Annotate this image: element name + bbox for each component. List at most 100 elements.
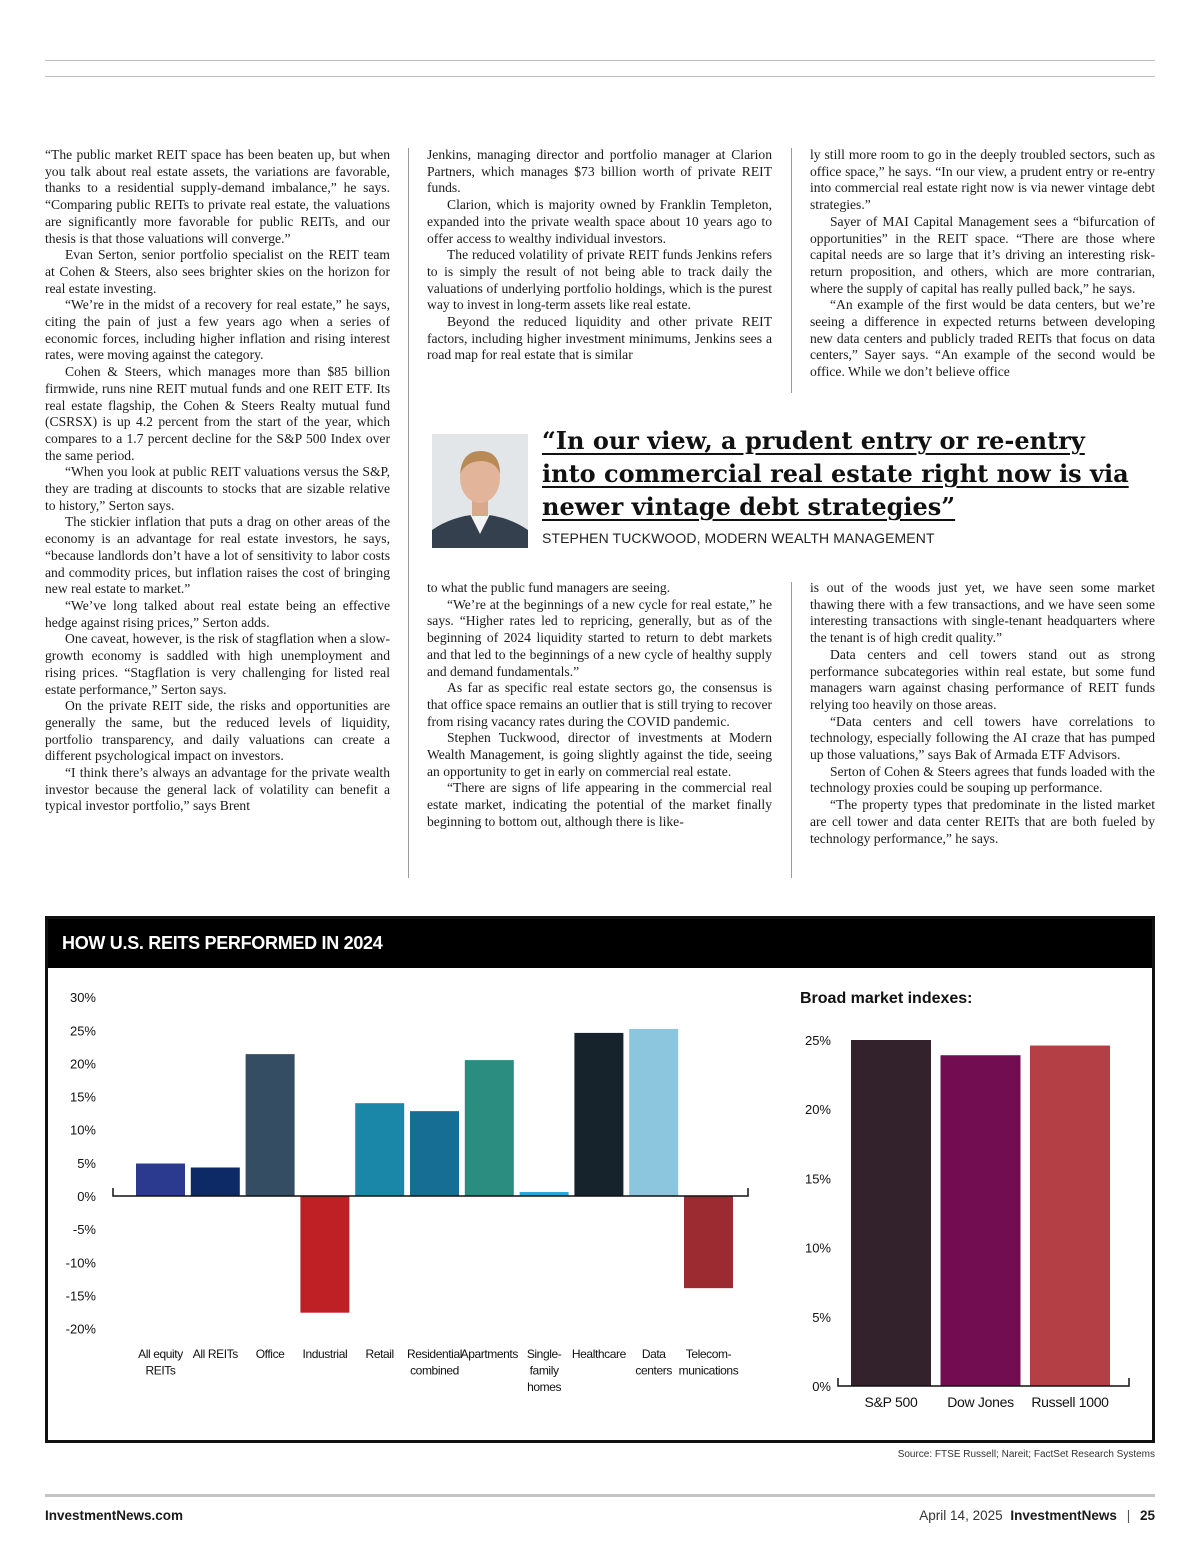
bar-industrial	[300, 1196, 350, 1313]
column-divider	[408, 148, 409, 878]
article-paragraph: The stickier inflation that puts a drag …	[45, 514, 390, 597]
y-tick-label: 15%	[805, 1171, 831, 1186]
article-paragraph: Clarion, which is majority owned by Fran…	[427, 197, 772, 246]
bar-dow-jones	[940, 1055, 1021, 1386]
x-category-label: Healthcare	[572, 1347, 627, 1361]
article-paragraph: Evan Serton, senior portfolio specialist…	[45, 247, 390, 296]
article-paragraph: One caveat, however, is the risk of stag…	[45, 631, 390, 697]
bar-data-centers	[629, 1028, 679, 1196]
y-tick-label: 15%	[70, 1090, 96, 1105]
x-category-label: Single-	[527, 1347, 562, 1361]
chart-source: Source: FTSE Russell; Nareit; FactSet Re…	[897, 1449, 1155, 1460]
bar-all-equity-reits	[136, 1163, 185, 1196]
header-rule-top	[45, 60, 1155, 61]
x-category-label: S&P 500	[865, 1394, 918, 1410]
x-category-label: All equity	[138, 1347, 183, 1361]
page-number: 25	[1139, 1508, 1155, 1523]
y-tick-label: 0%	[77, 1189, 96, 1204]
article-paragraph: is out of the woods just yet, we have se…	[810, 580, 1155, 646]
article-column-1: “The public market REIT space has been b…	[45, 147, 390, 815]
y-tick-label: 5%	[77, 1156, 96, 1171]
y-tick-label: -10%	[66, 1255, 97, 1270]
article-paragraph: to what the public fund managers are see…	[427, 580, 671, 595]
headshot-photo	[432, 434, 528, 548]
footer-website: InvestmentNews.com	[45, 1508, 184, 1523]
bar-residential-combined	[410, 1111, 459, 1196]
article-paragraph: “We’re at the beginnings of a new cycle …	[427, 596, 772, 679]
bar-single-family-homes	[519, 1192, 569, 1196]
article-paragraph: “We’ve long talked about real estate bei…	[45, 597, 390, 630]
y-tick-label: 25%	[70, 1023, 96, 1038]
footer-right: April 14, 2025 InvestmentNews | 25	[919, 1508, 1155, 1523]
article-paragraph: “The public market REIT space has been b…	[45, 147, 390, 246]
article-paragraph: “I think there’s always an advantage for…	[45, 765, 390, 814]
x-category-label: REITs	[145, 1364, 175, 1378]
bar-telecommunications	[684, 1196, 733, 1289]
y-tick-label: 20%	[70, 1056, 96, 1071]
chart-header: HOW U.S. REITS PERFORMED IN 2024	[48, 919, 1152, 968]
x-category-label: centers	[635, 1364, 672, 1378]
index-bar-chart: Broad market indexes: 25% 20% 15% 10% 5% 0% S&P…	[800, 990, 1130, 1410]
bar-all-reits	[190, 1167, 240, 1196]
bar-retail	[355, 1103, 405, 1196]
article-paragraph: “Data centers and cell towers have corre…	[810, 713, 1155, 763]
article-column-2-top: Jenkins, managing director and portfolio…	[427, 147, 772, 364]
bar-healthcare	[574, 1032, 624, 1196]
pull-quote: “In our view, a prudent entry or re-entr…	[432, 420, 1162, 570]
reit-performance-chart: HOW U.S. REITS PERFORMED IN 2024 30% 25% 2…	[45, 916, 1155, 1443]
footer-date: April 14, 2025	[919, 1508, 1003, 1523]
footer-separator: |	[1126, 1508, 1131, 1523]
sub-chart-title: Broad market indexes:	[800, 990, 973, 1007]
article-paragraph: “The property types that predominate in …	[810, 797, 1155, 846]
pull-quote-text: “In our view, a prudent entry or re-entr…	[542, 426, 1129, 521]
chart-title: HOW U.S. REITS PERFORMED IN 2024	[62, 933, 383, 953]
bar-s-p-500	[851, 1040, 931, 1386]
x-axis-line	[112, 1188, 749, 1197]
column-divider	[791, 148, 792, 393]
x-category-label: Industrial	[303, 1347, 348, 1361]
bar-apartments	[464, 1060, 514, 1196]
y-tick-label: 10%	[805, 1241, 831, 1256]
article-paragraph: Stephen Tuckwood, director of investment…	[427, 730, 772, 779]
article-paragraph: Sayer of MAI Capital Management sees a “…	[810, 213, 1155, 296]
footer-rule	[45, 1494, 1155, 1497]
y-tick-label: -5%	[73, 1222, 97, 1237]
y-tick-label: 5%	[812, 1310, 831, 1325]
article-column-3-bottom: is out of the woods just yet, we have se…	[810, 580, 1155, 847]
y-tick-label: 25%	[805, 1033, 831, 1048]
article-paragraph: Jenkins, managing director and portfolio…	[427, 147, 772, 196]
sector-bar-chart: 30% 25% 20% 15% 10% 5% 0% -5% -10% -15% -20% All eq…	[66, 990, 749, 1394]
article-paragraph: Cohen & Steers, which manages more than …	[45, 364, 390, 463]
article-paragraph: Data centers and cell towers stand out a…	[810, 646, 1155, 712]
column-divider	[791, 582, 792, 878]
article-paragraph: “When you look at public REIT valuations…	[45, 464, 390, 513]
y-tick-label: 10%	[70, 1123, 96, 1138]
article-paragraph: “There are signs of life appearing in th…	[427, 780, 772, 829]
bar-office	[245, 1054, 295, 1196]
footer-brand: InvestmentNews	[1010, 1508, 1117, 1523]
article-paragraph: As far as specific real estate sectors g…	[427, 680, 772, 729]
y-tick-label: -20%	[66, 1322, 97, 1337]
x-category-label: munications	[679, 1364, 739, 1378]
x-category-label: Russell 1000	[1031, 1394, 1109, 1410]
x-category-label: All REITs	[193, 1347, 238, 1361]
article-column-3-top: ly still more room to go in the deeply t…	[810, 147, 1155, 381]
y-tick-label: -15%	[66, 1288, 97, 1303]
pull-quote-attribution: STEPHEN TUCKWOOD, MODERN WEALTH MANAGEME…	[542, 530, 935, 546]
x-category-label: combined	[410, 1364, 459, 1378]
article-paragraph: “An example of the first would be data c…	[810, 297, 1155, 380]
x-axis-line	[837, 1378, 1130, 1387]
y-tick-label: 20%	[805, 1102, 831, 1117]
x-category-label: Retail	[366, 1347, 394, 1361]
x-category-label: Data	[642, 1347, 666, 1361]
x-category-label: Office	[256, 1347, 285, 1361]
bar-russell-1000	[1030, 1045, 1110, 1386]
x-category-label: Residential	[407, 1347, 462, 1361]
article-paragraph: ly still more room to go in the deeply t…	[810, 147, 1155, 213]
article-paragraph: The reduced volatility of private REIT f…	[427, 247, 772, 313]
x-category-label: Telecom-	[686, 1347, 732, 1361]
article-paragraph: On the private REIT side, the risks and …	[45, 698, 390, 764]
header-rule-bottom	[45, 76, 1155, 77]
x-category-label: family	[530, 1364, 559, 1378]
article-column-2-bottom: to what the public fund managers are see…	[427, 580, 772, 831]
